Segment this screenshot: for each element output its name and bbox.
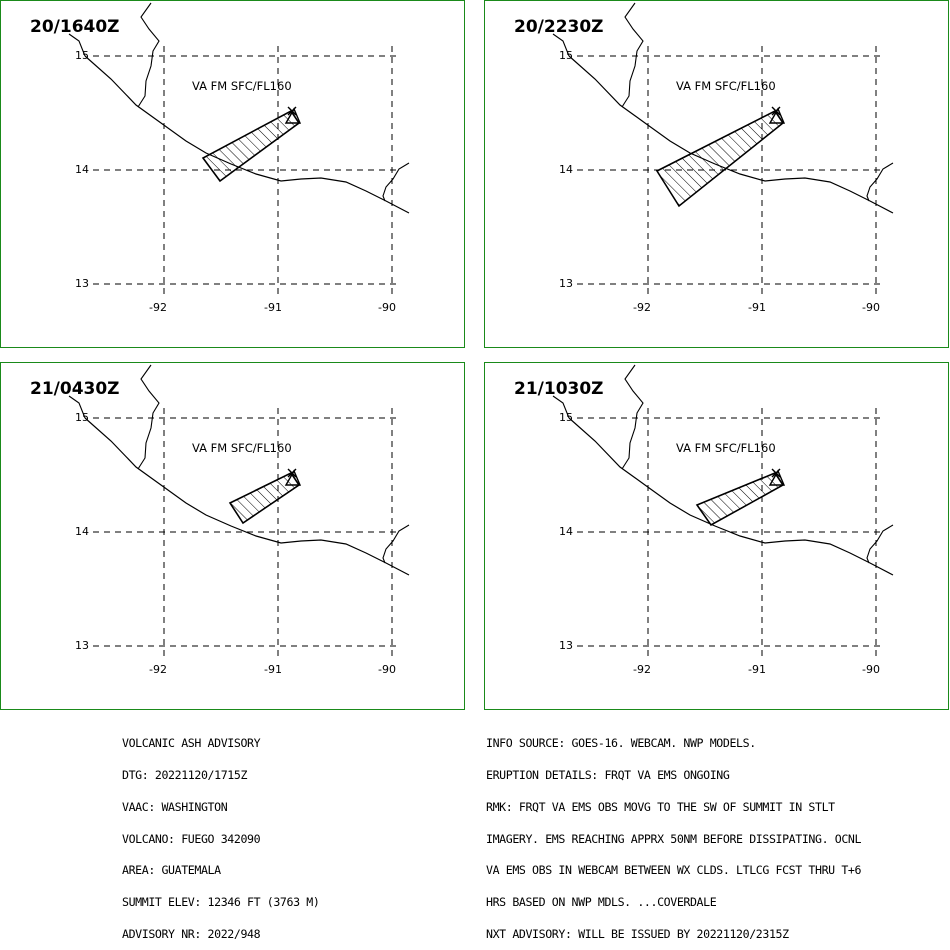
coastline: [568, 417, 894, 576]
lat-label-14: 14: [75, 525, 89, 538]
lon-label-92: -92: [633, 663, 651, 676]
volcano-triangle: [768, 107, 786, 124]
volcano-triangle: [284, 107, 302, 124]
border-line-tail: [68, 33, 86, 57]
border-line-tail: [68, 395, 86, 419]
advisory-line: INFO SOURCE: GOES-16. WEBCAM. NWP MODELS…: [486, 736, 756, 751]
ash-cloud-polygon: [228, 471, 301, 525]
border-line-east: [866, 162, 894, 202]
advisory-line: VA EMS OBS IN WEBCAM BETWEEN WX CLDS. LT…: [486, 863, 862, 878]
coastline: [84, 417, 410, 576]
advisory-line: HRS BASED ON NWP MDLS. ...COVERDALE: [486, 895, 717, 910]
panel-time: 21/1030Z: [514, 379, 604, 399]
lat-label-14: 14: [559, 525, 573, 538]
advisory-header-text: VOLCANIC ASH ADVISORY DTG: 20221120/1715…: [122, 717, 320, 950]
lon-label-92: -92: [149, 663, 167, 676]
advisory-line: ERUPTION DETAILS: FRQT VA EMS ONGOING: [486, 767, 730, 782]
advisory-line: VOLCANO: FUEGO 342090: [122, 831, 261, 846]
map-graphic: [552, 2, 894, 299]
advisory-line: NXT ADVISORY: WILL BE ISSUED BY 20221120…: [486, 926, 789, 941]
lat-label-14: 14: [75, 163, 89, 176]
advisory-line: DTG: 20221120/1715Z: [122, 767, 248, 782]
lon-label-90: -90: [862, 663, 880, 676]
border-line-west: [621, 2, 644, 108]
border-line-west: [137, 2, 160, 108]
border-line-east: [866, 524, 894, 564]
lon-label-91: -91: [264, 301, 282, 314]
lon-label-91: -91: [264, 663, 282, 676]
lat-label-15: 15: [75, 411, 89, 424]
volcano-triangle: [284, 469, 302, 486]
volcano-x: [771, 106, 781, 116]
map-panel-3: 21/0430Z VA FM SFC/FL160 15 14 13 -92 -9…: [0, 362, 465, 710]
advisory-line: RMK: FRQT VA EMS OBS MOVG TO THE SW OF S…: [486, 799, 835, 814]
map-graphic: [68, 364, 410, 661]
ash-level-label: VA FM SFC/FL160: [676, 441, 776, 455]
ash-cloud-polygon: [201, 109, 301, 183]
ash-level-label: VA FM SFC/FL160: [192, 441, 292, 455]
coastline: [84, 55, 410, 214]
map-panel-1: 20/1640Z VA FM SFC/FL160 15 14 13 -92 -9…: [0, 0, 465, 348]
volcano-x: [287, 106, 297, 116]
advisory-remarks-text: INFO SOURCE: GOES-16. WEBCAM. NWP MODELS…: [486, 717, 861, 950]
lon-label-92: -92: [633, 301, 651, 314]
lon-label-90: -90: [862, 301, 880, 314]
panel-time: 20/2230Z: [514, 17, 604, 37]
map-panel-2: 20/2230Z VA FM SFC/FL160 15 14 13 -92 -9…: [484, 0, 949, 348]
lon-label-90: -90: [378, 301, 396, 314]
coastline: [568, 55, 894, 214]
lon-label-92: -92: [149, 301, 167, 314]
map-graphic: [552, 364, 894, 661]
lon-label-90: -90: [378, 663, 396, 676]
border-line-east: [382, 162, 410, 202]
volcano-x: [771, 468, 781, 478]
border-line-west: [137, 364, 160, 470]
lon-label-91: -91: [748, 663, 766, 676]
ash-cloud-polygon: [655, 109, 785, 208]
border-line-tail: [552, 395, 570, 419]
ash-level-label: VA FM SFC/FL160: [676, 79, 776, 93]
lat-label-13: 13: [75, 277, 89, 290]
advisory-line: VAAC: WASHINGTON: [122, 799, 228, 814]
lat-label-13: 13: [75, 639, 89, 652]
panel-time: 20/1640Z: [30, 17, 120, 37]
border-line-west: [621, 364, 644, 470]
lon-label-91: -91: [748, 301, 766, 314]
panel-time: 21/0430Z: [30, 379, 120, 399]
lat-label-15: 15: [559, 411, 573, 424]
lat-label-15: 15: [75, 49, 89, 62]
lat-label-15: 15: [559, 49, 573, 62]
advisory-line: SUMMIT ELEV: 12346 FT (3763 M): [122, 895, 320, 910]
advisory-line: AREA: GUATEMALA: [122, 863, 221, 878]
border-line-east: [382, 524, 410, 564]
advisory-line: ADVISORY NR: 2022/948: [122, 926, 261, 941]
map-graphic: [68, 2, 410, 299]
volcano-triangle: [768, 469, 786, 486]
lat-label-13: 13: [559, 639, 573, 652]
advisory-line: VOLCANIC ASH ADVISORY: [122, 736, 261, 751]
advisory-line: IMAGERY. EMS REACHING APPRX 50NM BEFORE …: [486, 831, 862, 846]
ash-cloud-polygon: [695, 472, 785, 527]
map-panel-4: 21/1030Z VA FM SFC/FL160 15 14 13 -92 -9…: [484, 362, 949, 710]
lat-label-14: 14: [559, 163, 573, 176]
ash-level-label: VA FM SFC/FL160: [192, 79, 292, 93]
border-line-tail: [552, 33, 570, 57]
lat-label-13: 13: [559, 277, 573, 290]
volcano-x: [287, 468, 297, 478]
